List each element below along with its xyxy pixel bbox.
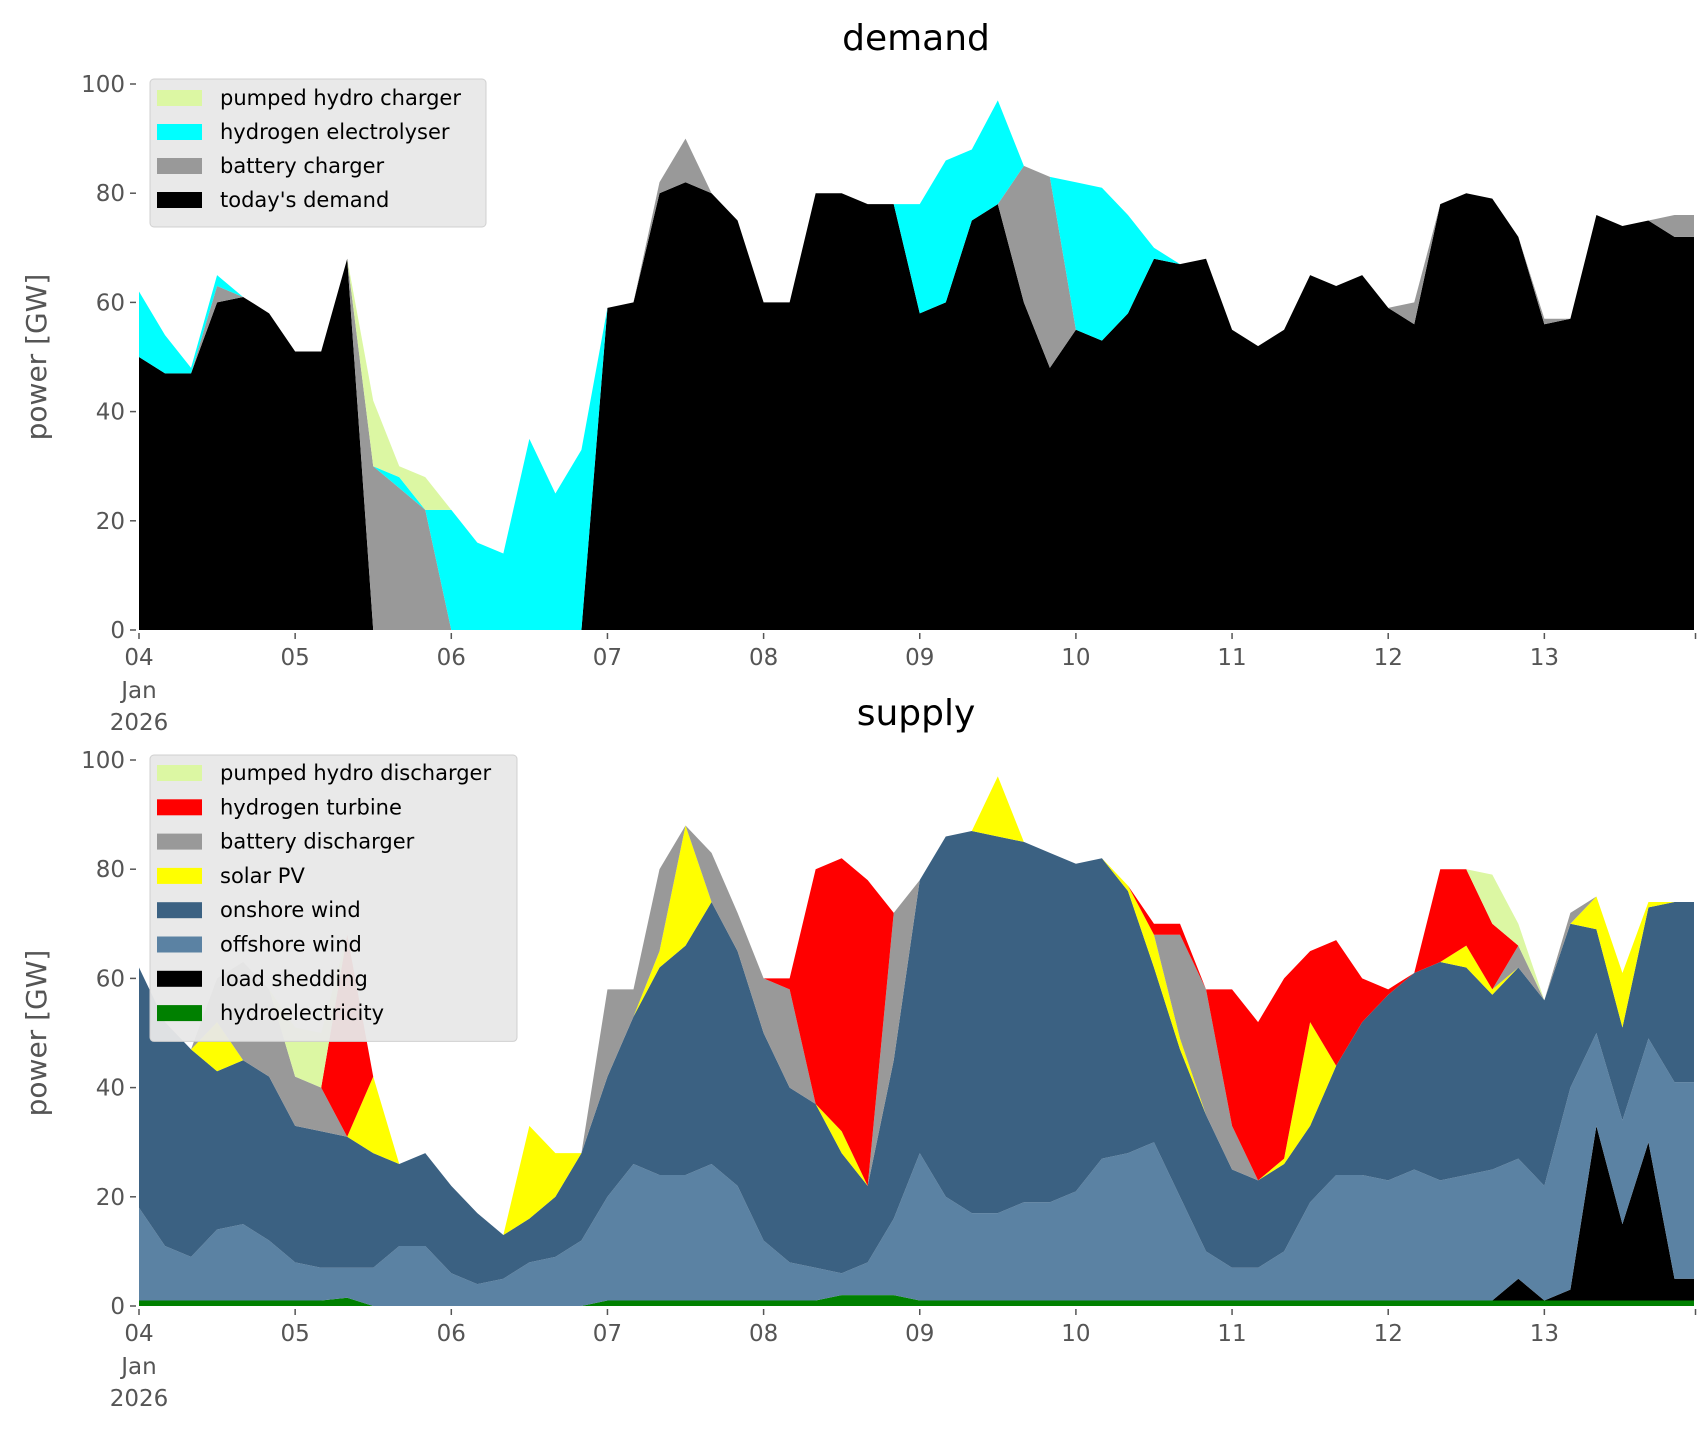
x-tick-label: 11 xyxy=(1217,1321,1246,1347)
demand-chart: demand power [GW] 0 20 40 60 80 100 04 Jan 2026 0… xyxy=(20,18,1697,736)
legend-label: load shedding xyxy=(220,967,368,991)
x-tick-label: 12 xyxy=(1374,645,1403,671)
legend-box xyxy=(149,754,518,1042)
legend-swatch xyxy=(157,158,202,174)
x-tick-label: 12 xyxy=(1374,1321,1403,1347)
legend-label: pumped hydro charger xyxy=(220,86,461,110)
legend-swatch xyxy=(157,902,202,919)
x-tick-sublabel: Jan xyxy=(119,678,156,704)
area-offshore-wind xyxy=(139,1033,1694,1306)
y-tick-label: 80 xyxy=(96,181,125,207)
x-tick-label: 04 xyxy=(124,645,153,671)
demand-legend: pumped hydro charger hydrogen electrolyse… xyxy=(149,78,487,228)
legend-label: pumped hydro discharger xyxy=(220,761,491,785)
legend-swatch xyxy=(157,765,202,781)
y-tick-label: 0 xyxy=(110,618,125,644)
y-tick-label: 60 xyxy=(96,966,125,992)
demand-areas xyxy=(139,100,1694,630)
x-tick-label: 09 xyxy=(905,645,934,671)
legend-swatch xyxy=(157,936,202,953)
x-tick-label: 08 xyxy=(749,1321,778,1347)
supply-areas xyxy=(139,776,1694,1306)
area-onshore-wind xyxy=(139,830,1694,1285)
area-hydroelectricity xyxy=(139,1295,1694,1306)
legend-swatch xyxy=(157,833,202,850)
legend-label: solar PV xyxy=(220,864,305,888)
legend-label: offshore wind xyxy=(220,933,362,957)
legend-label: battery discharger xyxy=(220,830,415,854)
x-tick-label: 13 xyxy=(1530,645,1559,671)
y-tick-label: 20 xyxy=(96,1185,125,1211)
x-tick-label: 04 xyxy=(124,1321,153,1347)
y-tick-label: 60 xyxy=(96,290,125,316)
supply-chart: supply power [GW] 0 20 40 60 80 100 04 Jan 2026 0… xyxy=(20,693,1697,1412)
x-tick-label: 06 xyxy=(437,1321,466,1347)
x-tick-label: 13 xyxy=(1530,1321,1559,1347)
legend-label: battery charger xyxy=(220,154,385,178)
x-tick-sublabel: 2026 xyxy=(110,710,169,736)
supply-y-axis-label: power [GW] xyxy=(20,950,53,1117)
legend-swatch xyxy=(157,799,202,816)
area-solar-pv xyxy=(139,776,1694,1236)
legend-swatch xyxy=(157,90,202,106)
x-tick-sublabel: 2026 xyxy=(110,1386,169,1412)
x-tick-sublabel: Jan xyxy=(119,1354,156,1380)
legend-label: hydrogen turbine xyxy=(220,795,402,819)
legend-label: today's demand xyxy=(220,188,389,212)
legend-swatch xyxy=(157,192,202,208)
y-tick-label: 80 xyxy=(96,857,125,883)
y-tick-label: 0 xyxy=(110,1294,125,1320)
legend-box xyxy=(149,78,487,228)
demand-y-axis-label: power [GW] xyxy=(20,274,53,441)
x-tick-label: 10 xyxy=(1061,645,1090,671)
legend-label: hydrogen electrolyser xyxy=(220,120,450,144)
x-tick-label: 05 xyxy=(281,1321,310,1347)
legend-label: hydroelectricity xyxy=(220,1001,384,1025)
legend-label: onshore wind xyxy=(220,898,361,922)
x-tick-label: 05 xyxy=(281,645,310,671)
legend-swatch xyxy=(157,124,202,140)
legend-swatch xyxy=(157,867,202,884)
x-tick-label: 09 xyxy=(905,1321,934,1347)
area-today-s-demand xyxy=(139,182,1694,630)
x-tick-label: 08 xyxy=(749,645,778,671)
demand-title: demand xyxy=(842,18,990,59)
legend-swatch xyxy=(157,1005,202,1022)
y-tick-label: 100 xyxy=(81,72,125,98)
y-tick-label: 100 xyxy=(81,748,125,774)
x-tick-label: 06 xyxy=(437,645,466,671)
x-tick-label: 10 xyxy=(1061,1321,1090,1347)
y-tick-label: 20 xyxy=(96,509,125,535)
legend-swatch xyxy=(157,970,202,987)
area-hydrogen-electrolyser xyxy=(139,100,1694,630)
supply-legend: pumped hydro discharger hydrogen turbine b… xyxy=(149,754,518,1042)
supply-title: supply xyxy=(857,693,976,734)
y-tick-label: 40 xyxy=(96,1076,125,1102)
x-tick-label: 07 xyxy=(593,1321,622,1347)
y-tick-label: 40 xyxy=(96,400,125,426)
x-tick-label: 11 xyxy=(1217,645,1246,671)
x-tick-label: 07 xyxy=(593,645,622,671)
